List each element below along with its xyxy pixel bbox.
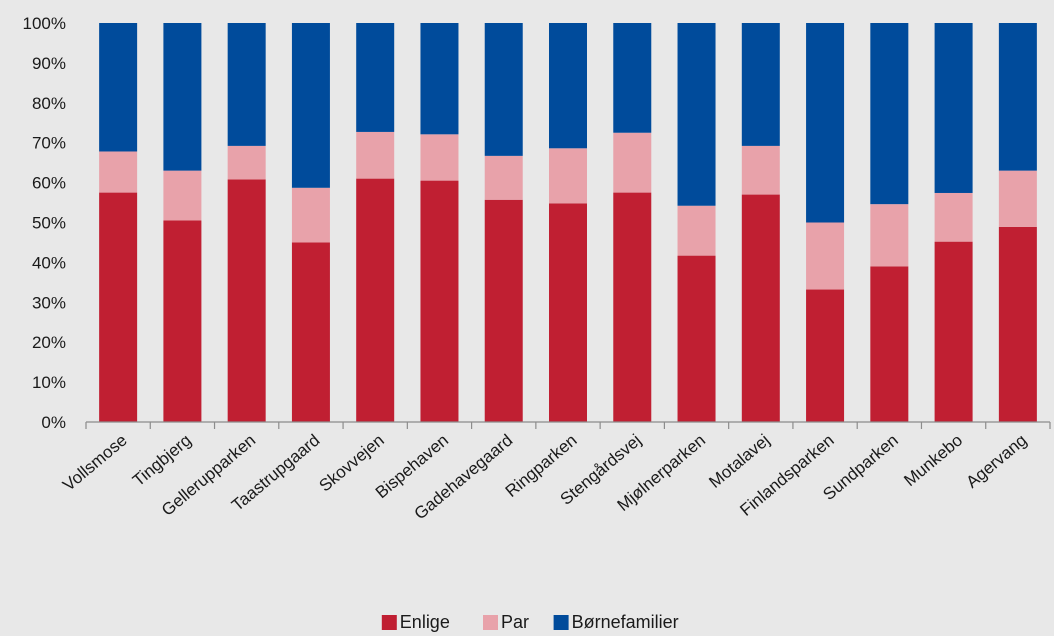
bar-b-rnefamilier-9 — [613, 23, 652, 133]
legend: Enlige Par Børnefamilier — [381, 612, 679, 632]
bar-enlige-4 — [291, 242, 330, 422]
bar-b-rnefamilier-2 — [163, 23, 202, 171]
bar-b-rnefamilier-4 — [291, 23, 330, 188]
bar-enlige-9 — [613, 192, 652, 422]
y-tick-label: 70% — [32, 134, 66, 153]
axis-layer — [85, 421, 1051, 429]
bar-b-rnefamilier-11 — [741, 23, 780, 146]
y-tick-label: 10% — [32, 373, 66, 392]
bar-b-rnefamilier-12 — [806, 23, 845, 223]
bar-enlige-8 — [549, 203, 587, 422]
bar-par-7 — [484, 155, 523, 200]
y-tick-label: 80% — [32, 94, 66, 113]
bar-enlige-12 — [806, 289, 845, 422]
bar-enlige-15 — [998, 226, 1037, 422]
y-tick-label: 100% — [23, 14, 66, 33]
bar-b-rnefamilier-1 — [99, 23, 138, 152]
bar-par-13 — [870, 204, 909, 267]
bar-b-rnefamilier-7 — [484, 23, 523, 156]
bar-par-12 — [806, 222, 845, 290]
y-tick-label: 90% — [32, 54, 66, 73]
x-category-label: Vollsmose — [59, 431, 131, 495]
legend-item-par: Par — [483, 612, 529, 632]
y-tick-labels: 0% 10% 20% 30% 40% 50% 60% 70% 80% 90% 100% — [23, 14, 66, 432]
bar-b-rnefamilier-13 — [870, 23, 909, 205]
bar-par-9 — [613, 132, 652, 193]
bar-par-15 — [998, 170, 1037, 227]
legend-swatch — [381, 615, 397, 630]
bar-enlige-6 — [420, 180, 459, 422]
bars-layer — [99, 23, 1037, 422]
bar-par-2 — [163, 170, 202, 221]
bar-par-4 — [291, 187, 330, 243]
bar-b-rnefamilier-15 — [998, 23, 1037, 171]
y-tick-label: 40% — [32, 253, 66, 272]
bar-par-3 — [227, 145, 266, 180]
bar-enlige-11 — [741, 194, 780, 422]
bar-b-rnefamilier-5 — [356, 23, 395, 132]
legend-label: Børnefamilier — [572, 612, 679, 632]
x-category-label: Agervang — [963, 431, 1031, 492]
bar-b-rnefamilier-6 — [420, 23, 459, 135]
bar-enlige-3 — [227, 179, 266, 422]
bar-enlige-1 — [99, 192, 138, 422]
legend-swatch — [483, 615, 498, 630]
y-tick-label: 30% — [32, 293, 66, 312]
bar-par-1 — [99, 151, 138, 193]
bar-enlige-5 — [356, 178, 395, 422]
legend-label: Enlige — [400, 612, 450, 632]
x-category-labels: VollsmoseTingbjergGellerupparkenTaastrup… — [59, 431, 1030, 524]
bar-par-10 — [677, 205, 716, 256]
bar-par-6 — [420, 134, 459, 181]
y-tick-label: 20% — [32, 333, 66, 352]
legend-item-b-rnefamilier: Børnefamilier — [553, 612, 679, 632]
legend-swatch — [553, 615, 569, 630]
bar-b-rnefamilier-3 — [227, 23, 266, 146]
bar-enlige-14 — [934, 241, 973, 422]
y-tick-label: 60% — [32, 174, 66, 193]
bar-enlige-7 — [484, 199, 523, 422]
y-tick-label: 50% — [32, 214, 66, 233]
legend-label: Par — [501, 612, 529, 632]
bar-par-5 — [356, 131, 395, 179]
bar-b-rnefamilier-10 — [677, 23, 716, 206]
bar-par-11 — [741, 145, 780, 195]
bar-enlige-2 — [163, 220, 202, 422]
bar-enlige-13 — [870, 266, 909, 422]
bar-par-14 — [934, 192, 973, 242]
bar-b-rnefamilier-8 — [549, 23, 587, 149]
x-category-label: Munkebo — [900, 431, 966, 491]
y-tick-label: 0% — [41, 413, 66, 432]
legend-item-enlige: Enlige — [381, 612, 450, 632]
bar-b-rnefamilier-14 — [934, 23, 973, 193]
bar-enlige-10 — [677, 255, 716, 422]
bar-par-8 — [549, 148, 587, 204]
